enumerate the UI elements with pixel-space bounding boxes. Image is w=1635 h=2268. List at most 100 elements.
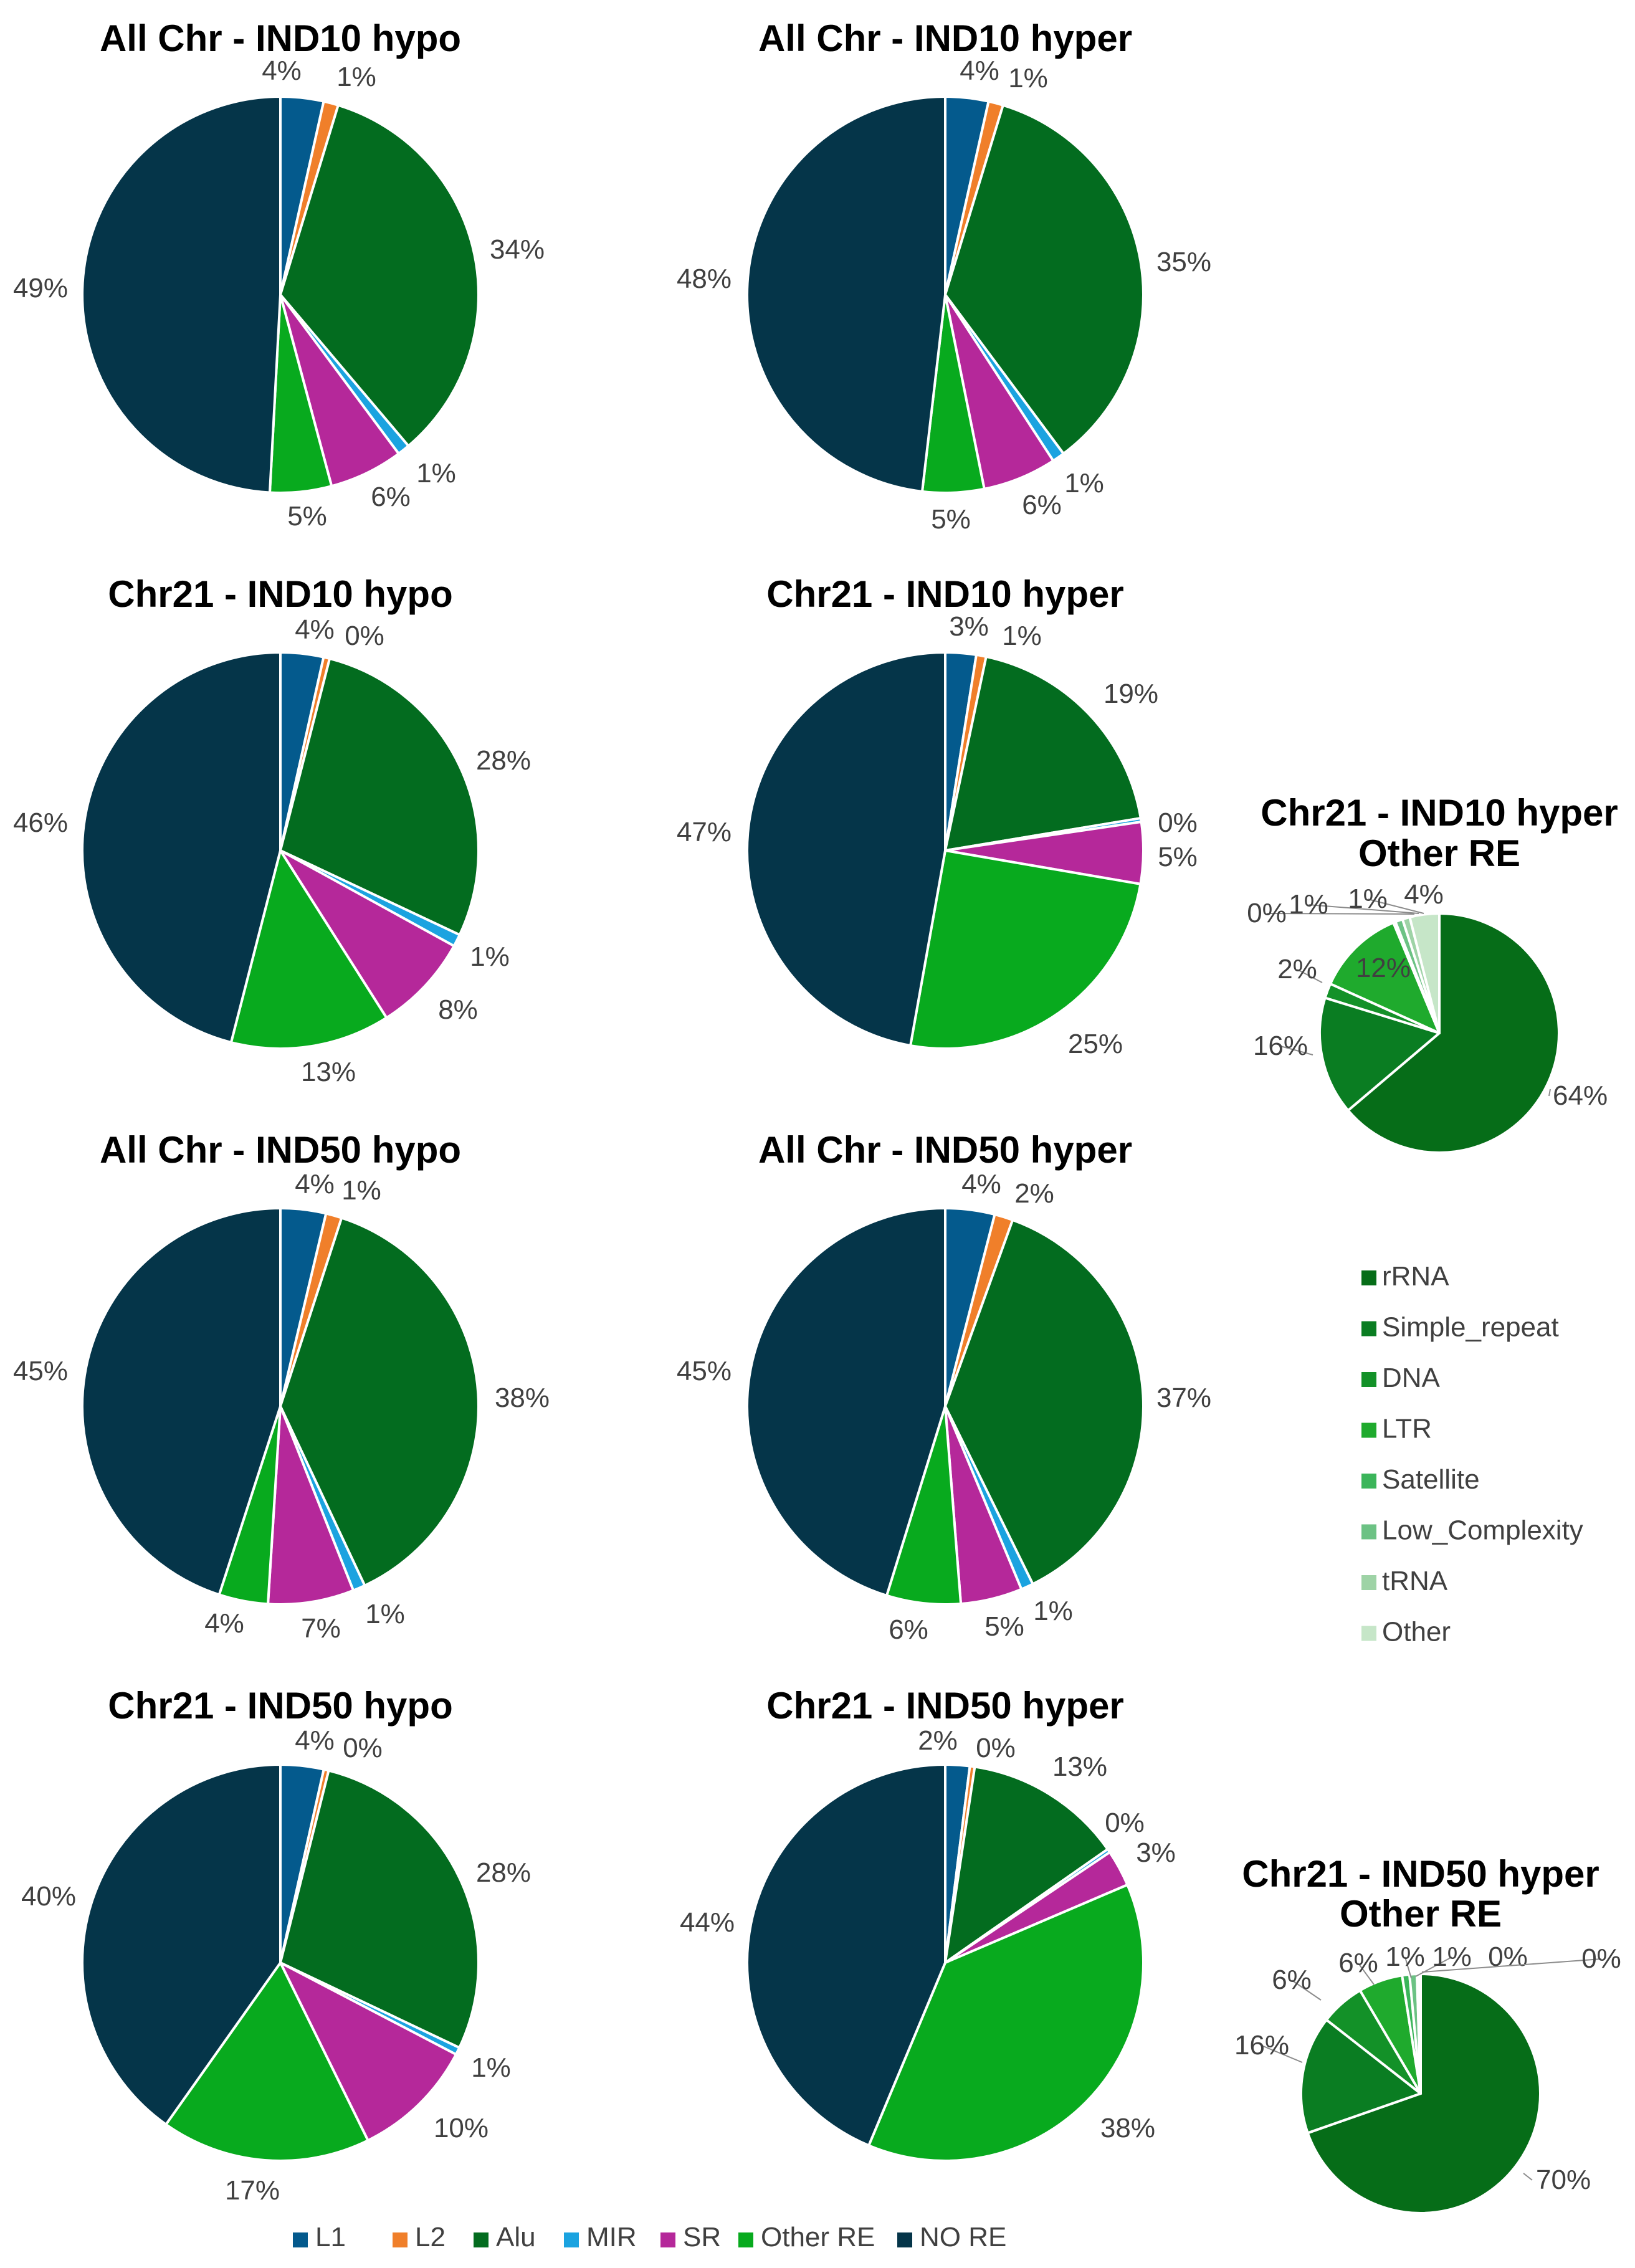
slice-label-l2: 0%	[345, 621, 384, 651]
slice-label-low-complexity: 1%	[1289, 889, 1328, 920]
slice-label-l2: 0%	[343, 1733, 383, 1763]
chart-title: Chr21 - IND10 hypo	[108, 573, 452, 615]
legend-item-ltr: LTR	[1361, 1414, 1432, 1444]
legend-swatch	[1361, 1422, 1376, 1438]
legend-swatch	[1361, 1524, 1376, 1540]
slice-label-other-re: 13%	[301, 1057, 356, 1087]
legend-swatch	[293, 2232, 308, 2247]
legend-swatch	[1361, 1372, 1376, 1387]
legend-swatch	[474, 2232, 489, 2247]
legend-label: Low_Complexity	[1382, 1515, 1583, 1546]
slice-label-other-re: 38%	[1100, 2113, 1155, 2143]
slice-label-l1: 4%	[295, 1725, 335, 1756]
leader-line	[1291, 1980, 1322, 2001]
legend-swatch	[897, 2232, 912, 2247]
leader-line	[1523, 2173, 1533, 2181]
slice-label-l1: 3%	[949, 611, 989, 642]
pie-slice-other-re	[909, 849, 1142, 1050]
legend-label: SR	[683, 2222, 721, 2252]
slice-label-other: 0%	[1581, 1943, 1621, 1974]
slice-label-ltr: 6%	[1338, 1948, 1378, 1978]
legend-swatch	[660, 2232, 675, 2247]
slice-label-l1: 4%	[295, 1169, 335, 1199]
slice-label-rrna: 70%	[1536, 2165, 1591, 2195]
leader-line	[1404, 1956, 1412, 1979]
legend-swatch	[1361, 1626, 1376, 1641]
slice-label-mir: 1%	[471, 2052, 511, 2083]
pie-slice-other	[1418, 1973, 1422, 2095]
legend-item-l2: L2	[393, 2222, 446, 2252]
legend-label: rRNA	[1382, 1261, 1449, 1292]
slice-label-satellite: 1%	[1385, 1942, 1425, 1972]
legend-swatch	[1361, 1474, 1376, 1489]
slice-label-l1: 4%	[295, 614, 335, 645]
slice-label-mir: 1%	[1064, 468, 1104, 498]
slice-label-rrna: 64%	[1553, 1080, 1608, 1111]
slice-label-other-re: 5%	[931, 504, 971, 535]
slice-label-alu: 13%	[1052, 1751, 1107, 1782]
legend-label: tRNA	[1382, 1566, 1448, 1596]
pie-slice-no-re	[746, 1207, 946, 1597]
pie-slice-no-re	[81, 1763, 282, 2126]
pie-slice-sr	[279, 293, 400, 488]
slice-label-satellite: 0%	[1247, 898, 1287, 928]
slice-label-no-re: 46%	[13, 808, 68, 838]
slice-label-mir: 1%	[470, 941, 510, 972]
pie-slice-no-re	[746, 651, 946, 1047]
pie-slice-other-re	[867, 1883, 1145, 2162]
pie-slice-alu	[944, 103, 1145, 455]
slice-label-l2: 1%	[341, 1175, 381, 1206]
leader-line	[1358, 1963, 1375, 1985]
pie-slice-no-re	[746, 95, 946, 493]
leader-line	[1261, 2045, 1303, 2063]
slice-label-l1: 4%	[262, 55, 302, 86]
legend-item-alu: Alu	[474, 2222, 536, 2252]
slice-label-other-re: 5%	[287, 501, 327, 531]
pie-slice-sr	[279, 1961, 457, 2142]
slice-label-other-re: 4%	[204, 1608, 244, 1639]
slice-label-other-re: 17%	[225, 2175, 280, 2206]
leader-line	[1280, 1046, 1313, 1055]
legend-label: Other	[1382, 1617, 1451, 1647]
slice-label-mir: 1%	[1033, 1596, 1073, 1626]
slice-label-sr: 5%	[1158, 842, 1198, 872]
slice-label-l1: 2%	[918, 1725, 958, 1756]
legend-label: L1	[315, 2222, 346, 2252]
slice-label-sr: 10%	[434, 2113, 489, 2143]
legend-swatch	[564, 2232, 579, 2247]
legend-label: LTR	[1382, 1414, 1432, 1444]
pie-slice-other-re	[229, 849, 388, 1050]
chart-title: Chr21 - IND50 hyper	[766, 1685, 1124, 1727]
slice-label-no-re: 47%	[677, 817, 732, 847]
slice-label-l1: 4%	[960, 55, 999, 86]
slice-label-alu: 28%	[476, 745, 531, 776]
pie-slice-alu	[944, 1765, 1109, 1964]
slice-label-alu: 38%	[495, 1383, 550, 1413]
legend-swatch	[1361, 1321, 1376, 1336]
pie-slice-other	[1408, 912, 1441, 1034]
slice-label-simple-repeat: 16%	[1253, 1031, 1308, 1061]
slice-label-alu: 19%	[1104, 679, 1158, 709]
slice-label-mir: 0%	[1158, 808, 1198, 838]
slice-label-other: 4%	[1404, 879, 1444, 910]
chart-title: All Chr - IND50 hyper	[758, 1129, 1132, 1171]
leader-line	[1297, 969, 1323, 983]
slice-label-mir: 1%	[416, 458, 456, 488]
slice-label-l2: 2%	[1014, 1178, 1054, 1209]
slice-label-sr: 6%	[371, 482, 411, 512]
legend-label: Other RE	[761, 2222, 875, 2252]
slice-label-sr: 8%	[438, 994, 478, 1025]
legend-swatch	[1361, 1270, 1376, 1285]
legend-item-other-re: Other RE	[738, 2222, 875, 2252]
pie-slice-no-re	[80, 1207, 282, 1596]
pie-slice-simple-repeat	[1318, 996, 1441, 1112]
